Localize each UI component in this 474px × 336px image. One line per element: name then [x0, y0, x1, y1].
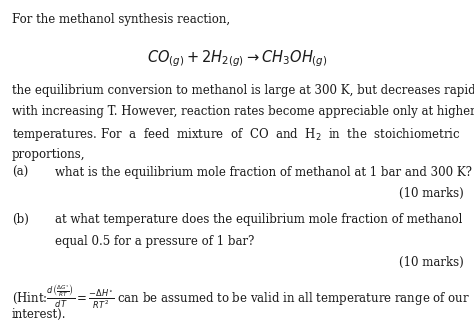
- Text: (10 marks): (10 marks): [399, 187, 464, 200]
- Text: with increasing T. However, reaction rates become appreciable only at higher: with increasing T. However, reaction rat…: [12, 105, 474, 118]
- Text: (Hint:$\frac{d\left(\frac{\Delta G^{\circ}}{RT}\right)}{dT}= \frac{-\Delta H^{\c: (Hint:$\frac{d\left(\frac{\Delta G^{\cir…: [12, 284, 470, 311]
- Text: $\mathit{CO}_{(g)} + 2\mathit{H}_{2(g)} \rightarrow \mathit{CH_3OH}_{(g)}$: $\mathit{CO}_{(g)} + 2\mathit{H}_{2(g)} …: [147, 49, 327, 69]
- Text: temperatures. For  a  feed  mixture  of  CO  and  H$_2$  in  the  stoichiometric: temperatures. For a feed mixture of CO a…: [12, 126, 460, 143]
- Text: the equilibrium conversion to methanol is large at 300 K, but decreases rapidly: the equilibrium conversion to methanol i…: [12, 84, 474, 97]
- Text: what is the equilibrium mole fraction of methanol at 1 bar and 300 K?: what is the equilibrium mole fraction of…: [55, 166, 472, 179]
- Text: For the methanol synthesis reaction,: For the methanol synthesis reaction,: [12, 13, 230, 27]
- Text: proportions,: proportions,: [12, 148, 85, 161]
- Text: equal 0.5 for a pressure of 1 bar?: equal 0.5 for a pressure of 1 bar?: [55, 235, 254, 248]
- Text: (10 marks): (10 marks): [399, 256, 464, 269]
- Text: interest).: interest).: [12, 308, 66, 321]
- Text: (a): (a): [12, 166, 28, 179]
- Text: at what temperature does the equilibrium mole fraction of methanol: at what temperature does the equilibrium…: [55, 213, 462, 226]
- Text: (b): (b): [12, 213, 29, 226]
